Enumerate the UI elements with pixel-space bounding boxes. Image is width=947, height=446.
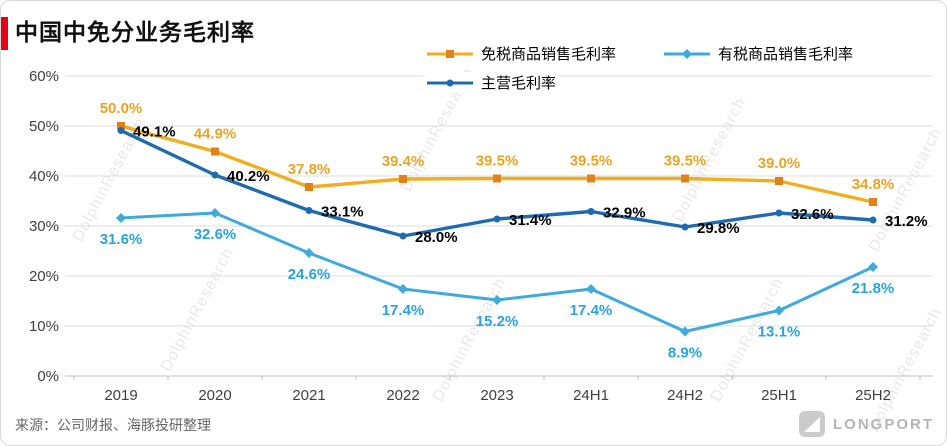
legend-item-taxed[interactable]: 有税商品销售毛利率 — [662, 43, 856, 64]
data-point-marker — [681, 174, 689, 183]
data-label: 32.9% — [603, 205, 646, 222]
chart-legend: 免税商品销售毛利率 有税商品销售毛利率 主营毛利率 — [425, 43, 856, 93]
data-point-marker — [399, 232, 407, 240]
legend-swatch-taxed-icon — [664, 48, 711, 59]
data-point-marker — [493, 215, 501, 223]
series-1: 31.6% 32.6% 24.6% 17.4% 15.2% 17.4% 8.9% 13.1% 2… — [100, 208, 895, 362]
legend-swatch-main-icon — [427, 79, 473, 86]
legend-item-dutyfree[interactable]: 免税商品销售毛利率 — [425, 43, 619, 64]
data-label: 33.1% — [321, 204, 364, 221]
data-label: 32.6% — [194, 226, 237, 243]
data-point-marker — [211, 171, 219, 179]
source-note: 来源：公司财报、海豚投研整理 — [15, 417, 211, 433]
data-label: 31.6% — [100, 231, 143, 248]
legend-label-taxed: 有税商品销售毛利率 — [718, 46, 854, 63]
brand-name: LONGPORT — [833, 415, 934, 433]
data-label: 39.5% — [570, 153, 613, 170]
data-point-marker — [587, 208, 595, 215]
x-tick-label: 2020 — [198, 387, 231, 404]
data-label: 15.2% — [476, 313, 519, 330]
data-label: 50.0% — [100, 100, 143, 117]
data-point-marker — [399, 175, 407, 183]
legend-label-main: 主营毛利率 — [481, 75, 557, 92]
data-label: 49.1% — [133, 124, 176, 141]
data-label: 17.4% — [382, 302, 425, 319]
x-tick-label: 25H2 — [855, 387, 891, 404]
legend-item-main[interactable]: 主营毛利率 — [425, 72, 559, 93]
data-point-marker — [869, 198, 877, 206]
data-label: 39.0% — [758, 155, 801, 172]
data-label: 29.8% — [697, 220, 740, 237]
legend-marker-icon — [682, 48, 693, 59]
x-tick-label: 2022 — [386, 387, 419, 404]
data-label: 34.8% — [852, 176, 895, 193]
legend-row-2: 主营毛利率 — [425, 72, 855, 93]
data-point-marker — [211, 147, 219, 156]
y-tick-label: 60% — [29, 68, 59, 85]
title-accent-bar — [1, 17, 8, 50]
data-point-marker — [775, 209, 783, 217]
data-point-marker — [492, 295, 502, 305]
legend-marker-icon — [446, 79, 454, 86]
y-tick-label: 40% — [29, 168, 59, 185]
x-tick-label: 24H1 — [573, 387, 609, 404]
page-title: 中国中免分业务毛利率 — [15, 19, 255, 45]
data-label: 24.6% — [288, 266, 331, 283]
data-point-marker — [586, 284, 596, 294]
legend-swatch-dutyfree-icon — [427, 49, 473, 58]
longport-logo-icon — [799, 411, 825, 437]
data-point-marker — [304, 248, 314, 258]
data-label: 39.4% — [382, 153, 425, 170]
y-tick-label: 30% — [29, 218, 59, 235]
data-point-marker — [210, 208, 220, 218]
y-tick-label: 10% — [29, 318, 59, 335]
data-point-marker — [775, 177, 783, 185]
data-point-marker — [681, 223, 689, 231]
legend-label-dutyfree: 免税商品销售毛利率 — [481, 46, 617, 63]
data-label: 39.5% — [664, 153, 707, 170]
x-tick-label: 2023 — [480, 387, 513, 404]
data-point-marker — [587, 174, 595, 183]
data-label: 31.2% — [885, 213, 928, 230]
data-point-marker — [774, 305, 784, 316]
data-point-marker — [116, 213, 126, 223]
series-2: 49.1% 40.2% 33.1% 28.0% 31.4% 32.9% 29.8% 32.6%… — [117, 124, 928, 246]
data-label: 39.5% — [476, 153, 519, 170]
data-label: 40.2% — [227, 168, 270, 185]
data-point-marker — [868, 262, 878, 272]
data-point-marker — [117, 127, 125, 134]
data-point-marker — [869, 216, 877, 224]
data-point-marker — [305, 183, 313, 191]
data-point-marker — [305, 207, 313, 214]
data-label: 17.4% — [570, 302, 613, 319]
x-tick-label: 24H2 — [667, 387, 703, 404]
data-label: 32.6% — [791, 206, 834, 223]
brand-footer: LONGPORT — [799, 411, 934, 437]
data-label: 13.1% — [758, 324, 801, 341]
data-point-marker — [680, 326, 690, 337]
data-label: 44.9% — [194, 126, 237, 143]
data-label: 21.8% — [852, 280, 895, 297]
series-0: 50.0% 44.9% 37.8% 39.4% 39.5% 39.5% 39.5% 39.0%… — [100, 100, 895, 206]
y-tick-label: 0% — [37, 368, 59, 385]
legend-row-1: 免税商品销售毛利率 有税商品销售毛利率 — [425, 43, 856, 64]
y-tick-label: 50% — [29, 118, 59, 135]
data-label: 8.9% — [668, 345, 702, 362]
x-tick-label: 25H1 — [761, 387, 797, 404]
x-tick-label: 2019 — [104, 387, 137, 404]
data-label: 31.4% — [509, 212, 552, 229]
legend-marker-icon — [446, 49, 454, 58]
x-tick-label: 2021 — [292, 387, 325, 404]
y-tick-label: 20% — [29, 268, 59, 285]
data-label: 37.8% — [288, 161, 331, 178]
data-point-marker — [493, 174, 501, 183]
data-point-marker — [117, 122, 125, 130]
data-label: 28.0% — [415, 229, 458, 246]
data-point-marker — [398, 284, 408, 294]
